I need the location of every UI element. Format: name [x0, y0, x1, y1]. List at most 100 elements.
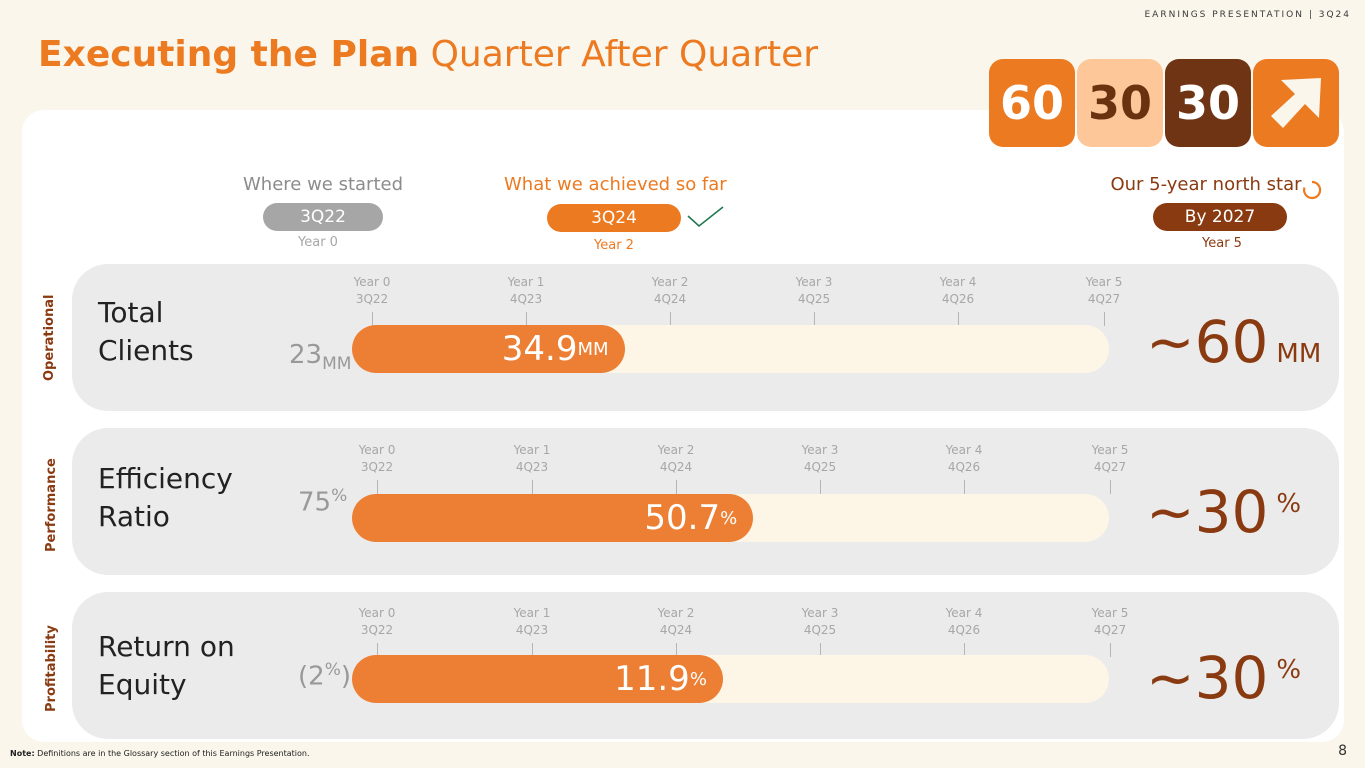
badge-30-a: 30 [1077, 59, 1163, 147]
tick-quarter: 4Q24 [659, 623, 693, 637]
tick-quarter: 4Q24 [653, 292, 687, 306]
start-value: (2%) [298, 660, 351, 692]
timeline-tick: Year 0 3Q22 [353, 442, 401, 494]
603030-logo: 60 30 30 [989, 59, 1341, 147]
target-value: ~60 MM [1146, 308, 1321, 376]
timeline-tick: Year 1 4Q23 [508, 605, 556, 657]
timeline-tick: Year 3 4Q25 [790, 274, 838, 326]
tick-quarter: 4Q27 [1093, 623, 1127, 637]
timeline-tick: Year 4 4Q26 [940, 605, 988, 657]
target-unit: % [1276, 489, 1302, 519]
goal-phase-title: Our 5-year north star [1110, 174, 1302, 195]
tick-year: Year 0 [358, 443, 396, 457]
tick-quarter: 4Q27 [1093, 460, 1127, 474]
tick-mark [1103, 312, 1105, 326]
tick-mark [675, 643, 677, 657]
timeline-tick: Year 0 3Q22 [353, 605, 401, 657]
tick-year: Year 3 [801, 443, 839, 457]
progress-bar: 34.9 MM [352, 325, 625, 373]
timeline-tick: Year 5 4Q27 [1086, 605, 1134, 657]
start-number: (2 [298, 661, 325, 692]
start-value: 23MM [289, 340, 351, 374]
timeline-tick: Year 0 3Q22 [348, 274, 396, 326]
tick-quarter: 4Q25 [803, 623, 837, 637]
target-unit: MM [1276, 339, 1322, 369]
timeline-tick: Year 2 4Q24 [652, 442, 700, 494]
tick-year: Year 1 [513, 606, 551, 620]
metric-line-1: Total [98, 296, 164, 329]
tick-quarter: 3Q22 [360, 623, 394, 637]
start-phase-title: Where we started [242, 174, 404, 195]
current-phase-pill: 3Q24 [547, 204, 681, 232]
start-phase-year: Year 0 [298, 235, 338, 250]
start-number: 75 [298, 487, 332, 518]
timeline-tick: Year 1 4Q23 [508, 442, 556, 494]
presentation-tag: EARNINGS PRESENTATION | 3Q24 [1144, 10, 1351, 20]
tick-mark [376, 480, 378, 494]
operational-label: Operational [42, 294, 57, 381]
timeline-tick: Year 5 4Q27 [1080, 274, 1128, 326]
badge-30-b: 30 [1165, 59, 1251, 147]
start-close-paren: ) [340, 661, 351, 692]
progress-bar: 50.7% [352, 494, 754, 542]
tick-year: Year 1 [507, 275, 545, 289]
title-bold: Executing the Plan [38, 34, 420, 75]
tick-mark [675, 480, 677, 494]
tick-mark [819, 643, 821, 657]
target-number: ~60 [1146, 308, 1269, 376]
tick-mark [813, 312, 815, 326]
progress-track: 11.9% [352, 655, 1109, 703]
tick-year: Year 2 [657, 443, 695, 457]
progress-track: 50.7% [352, 494, 1109, 542]
target-number: ~30 [1146, 478, 1269, 546]
tick-quarter: 3Q22 [360, 460, 394, 474]
tick-mark [957, 312, 959, 326]
tick-mark [1109, 643, 1111, 657]
metric-line-2: Ratio [98, 500, 170, 533]
performance-label: Performance [44, 458, 59, 552]
tick-mark [963, 643, 965, 657]
current-value: 50.7 [644, 498, 721, 538]
metric-line-1: Efficiency [98, 462, 233, 495]
tick-mark [819, 480, 821, 494]
tick-mark [531, 480, 533, 494]
loading-circle-icon [1303, 180, 1322, 200]
tick-quarter: 4Q25 [803, 460, 837, 474]
target-unit: % [1276, 655, 1302, 685]
tick-year: Year 5 [1085, 275, 1123, 289]
tick-quarter: 4Q23 [515, 460, 549, 474]
timeline-tick: Year 4 4Q26 [940, 442, 988, 494]
badge-60: 60 [989, 59, 1075, 147]
current-phase-year: Year 2 [594, 238, 634, 253]
tick-year: Year 4 [939, 275, 977, 289]
tick-quarter: 4Q27 [1087, 292, 1121, 306]
tick-year: Year 1 [513, 443, 551, 457]
start-phase-pill: 3Q22 [263, 203, 383, 231]
page-title: Executing the Plan Quarter After Quarter [38, 34, 818, 75]
start-value: 75% [298, 486, 347, 518]
tick-mark [1109, 480, 1111, 494]
tick-year: Year 4 [945, 443, 983, 457]
timeline-tick: Year 4 4Q26 [934, 274, 982, 326]
timeline-tick: Year 2 4Q24 [652, 605, 700, 657]
tick-quarter: 4Q26 [947, 623, 981, 637]
page-number: 8 [1338, 743, 1347, 759]
tick-year: Year 4 [945, 606, 983, 620]
tick-quarter: 4Q25 [797, 292, 831, 306]
progress-bar: 11.9% [352, 655, 723, 703]
arrow-up-right-icon [1253, 59, 1339, 147]
metric-line-1: Return on [98, 630, 235, 663]
tick-quarter: 4Q26 [941, 292, 975, 306]
current-value: 11.9 [614, 659, 690, 699]
tick-mark [525, 312, 527, 326]
goal-phase-year: Year 5 [1202, 236, 1242, 251]
current-unit: % [689, 668, 707, 690]
start-unit: % [331, 486, 348, 506]
tick-year: Year 5 [1091, 443, 1129, 457]
title-light: Quarter After Quarter [430, 34, 819, 75]
tick-quarter: 4Q23 [515, 623, 549, 637]
tick-year: Year 3 [795, 275, 833, 289]
tick-mark [376, 643, 378, 657]
tick-mark [963, 480, 965, 494]
start-unit: MM [322, 354, 352, 375]
